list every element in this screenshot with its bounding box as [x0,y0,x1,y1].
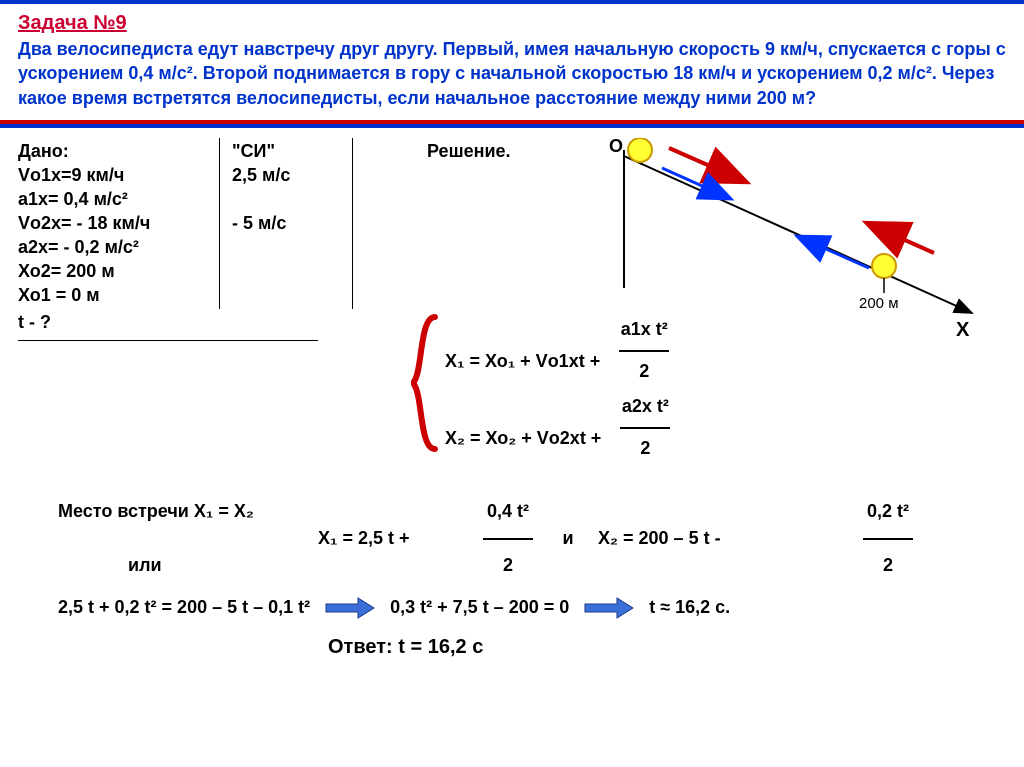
given-header: Дано: [18,141,213,162]
given-l1: Vо1х=9 км/ч [18,165,213,186]
given-l2: а1х= 0,4 м/с² [18,189,213,210]
given-l3: Vо2х= - 18 км/ч [18,213,213,234]
eq-x1-left: Х₁ = Хо₁ + Vо1хt + [445,351,600,371]
brace-icon [411,313,439,453]
given-l6: Хо1 = 0 м [18,285,213,306]
answer-text: Ответ: t = 16,2 с [328,636,1006,659]
solution-header: Решение. [427,141,1006,162]
problem-header: Задача №9 Два велосипедиста едут навстре… [0,0,1024,124]
si-l3: - 5 м/с [232,213,352,234]
meeting-and: и [538,528,598,549]
problem-text: Два велосипедиста едут навстречу друг др… [18,37,1006,110]
problem-title: Задача №9 [18,12,1006,35]
si-l1: 2,5 м/с [232,165,352,186]
eq-x2-left: Х₂ = Хо₂ + Vо2хt + [445,428,601,448]
arrow-icon [583,596,635,620]
given-divider [18,340,318,341]
given-l7: t - ? [18,312,213,333]
given-l4: а2х= - 0,2 м/с² [18,237,213,258]
meeting-block: Место встречи Х₁ = Х₂ 0,4 t² 0,2 t² Х₁ =… [18,501,1006,576]
arrow-icon [324,596,376,620]
solution-content: O Х 200 м Дано: Vо1х=9 км/ч а1х= 0,4 м/с… [0,124,1024,659]
eq-x2: Х₂ = Хо₂ + Vо2хt + а2х t² 2 [445,396,674,459]
m-x1-expr: Х₁ = 2,5 t + [318,528,478,549]
eq-x2-frac: а2х t² 2 [616,396,674,459]
m-x1-den: 2 [478,555,538,576]
eq-x1: Х₁ = Хо₁ + Vо1хt + а1х t² 2 [445,319,674,382]
m-x2-expr: Х₂ = 200 – 5 t - [598,528,858,549]
m-x1-num: 0,4 t² [478,501,538,522]
given-l5: Хо2= 200 м [18,261,213,282]
final-step2: 0,3 t² + 7,5 t – 200 = 0 [390,597,569,618]
si-header: "СИ" [232,141,352,162]
final-step1: 2,5 t + 0,2 t² = 200 – 5 t – 0,1 t² [58,597,310,618]
equation-system: Х₁ = Хо₁ + Vо1хt + а1х t² 2 Х₂ = Хо₂ + V… [445,313,674,465]
meeting-or: или [58,555,318,576]
given-row: Дано: Vо1х=9 км/ч а1х= 0,4 м/с² Vо2х= - … [18,138,1006,309]
eq-x1-frac: а1х t² 2 [615,319,673,382]
x-axis-label: Х [956,319,970,338]
m-x2-num: 0,2 t² [858,501,918,522]
final-step3: t ≈ 16,2 с. [649,597,730,618]
m-x2-den: 2 [858,555,918,576]
final-steps: 2,5 t + 0,2 t² = 200 – 5 t – 0,1 t² 0,3 … [58,596,1006,620]
meeting-label: Место встречи Х₁ = Х₂ [58,501,318,522]
